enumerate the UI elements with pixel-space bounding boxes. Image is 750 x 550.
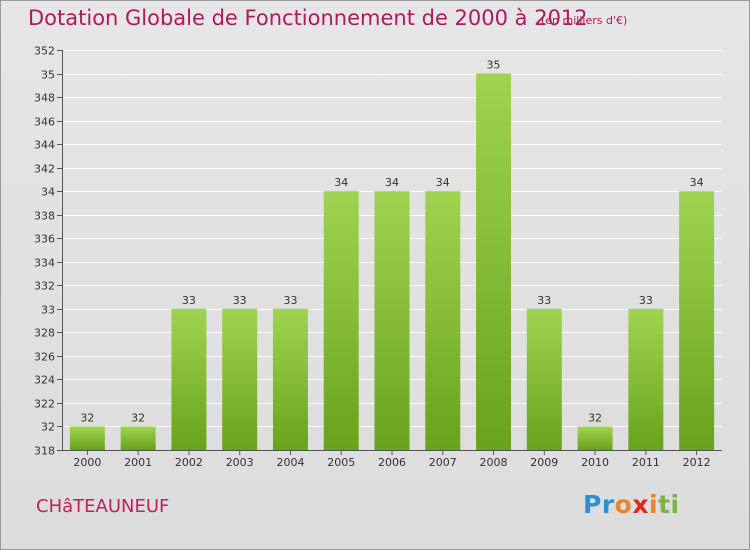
- y-tick-label: 332: [34, 280, 55, 293]
- bar-2000: [69, 426, 105, 450]
- x-tick-label: 2010: [581, 456, 609, 469]
- y-tick-label: 328: [34, 327, 55, 340]
- y-tick-label: 334: [34, 257, 55, 270]
- x-tick-label: 2003: [226, 456, 254, 469]
- bar-2006: [374, 191, 410, 451]
- bar-2005: [323, 191, 359, 451]
- y-tick-label: 35: [41, 69, 55, 82]
- data-label: 33: [182, 294, 196, 307]
- bar-2001: [120, 426, 156, 450]
- bar-2004: [272, 308, 308, 450]
- logo-letter: t: [658, 490, 671, 519]
- x-tick-label: 2002: [175, 456, 203, 469]
- logo-letter: o: [614, 490, 633, 519]
- data-label: 34: [385, 176, 399, 189]
- y-tick-label: 344: [34, 139, 55, 152]
- logo-letter: i: [670, 490, 680, 519]
- proxiti-logo[interactable]: Proxiti: [583, 490, 680, 519]
- y-tick-label: 32: [41, 421, 55, 434]
- x-tick-label: 2000: [73, 456, 101, 469]
- data-label: 32: [588, 411, 602, 424]
- bar-2010: [577, 426, 613, 450]
- x-tick-label: 2006: [378, 456, 406, 469]
- x-tick-label: 2004: [276, 456, 304, 469]
- y-tick-label: 336: [34, 233, 55, 246]
- logo-letter: x: [632, 490, 649, 519]
- y-tick-label: 326: [34, 351, 55, 364]
- bar-2002: [171, 308, 207, 450]
- x-tick-label: 2005: [327, 456, 355, 469]
- y-tick-label: 318: [34, 445, 55, 458]
- bar-2012: [679, 191, 715, 451]
- x-tick-label: 2011: [632, 456, 660, 469]
- data-label: 35: [487, 59, 501, 72]
- chart-subtitle: (en milliers d'€): [541, 14, 628, 27]
- x-tick-label: 2007: [429, 456, 457, 469]
- data-label: 33: [233, 294, 247, 307]
- y-tick-label: 346: [34, 116, 55, 129]
- x-tick-label: 2009: [530, 456, 558, 469]
- data-labels: 32 32 33 33 33 34 34 34 35 33 32 33 34: [80, 59, 703, 425]
- y-tick-label: 348: [34, 92, 55, 105]
- bar-2008: [476, 73, 512, 450]
- logo-letter: r: [601, 490, 615, 519]
- y-tick-label: 33: [41, 304, 55, 317]
- data-label: 34: [436, 176, 450, 189]
- logo-letter: i: [649, 490, 659, 519]
- x-tick-label: 2012: [683, 456, 711, 469]
- x-tick-label: 2008: [480, 456, 508, 469]
- bar-2011: [628, 308, 664, 450]
- chart-title: Dotation Globale de Fonctionnement de 20…: [28, 6, 588, 30]
- data-label: 32: [131, 411, 145, 424]
- axes: 318 32 322 324 326 328 33 332 334 336 338 34 342 344 3…: [34, 45, 722, 469]
- bars: [69, 73, 715, 451]
- bar-2009: [526, 308, 562, 450]
- y-tick-label: 352: [34, 45, 55, 58]
- data-label: 34: [690, 176, 704, 189]
- data-label: 32: [80, 411, 94, 424]
- logo-letter: P: [583, 490, 602, 519]
- data-label: 34: [334, 176, 348, 189]
- data-label: 33: [537, 294, 551, 307]
- x-tick-label: 2001: [124, 456, 152, 469]
- y-tick-label: 322: [34, 398, 55, 411]
- y-tick-label: 342: [34, 163, 55, 176]
- data-label: 33: [283, 294, 297, 307]
- bar-2003: [222, 308, 258, 450]
- bar-2007: [425, 191, 461, 451]
- place-name: CHâTEAUNEUF: [36, 496, 170, 517]
- y-tick-label: 34: [41, 186, 55, 199]
- data-label: 33: [639, 294, 653, 307]
- y-tick-label: 324: [34, 374, 55, 387]
- y-tick-label: 338: [34, 210, 55, 223]
